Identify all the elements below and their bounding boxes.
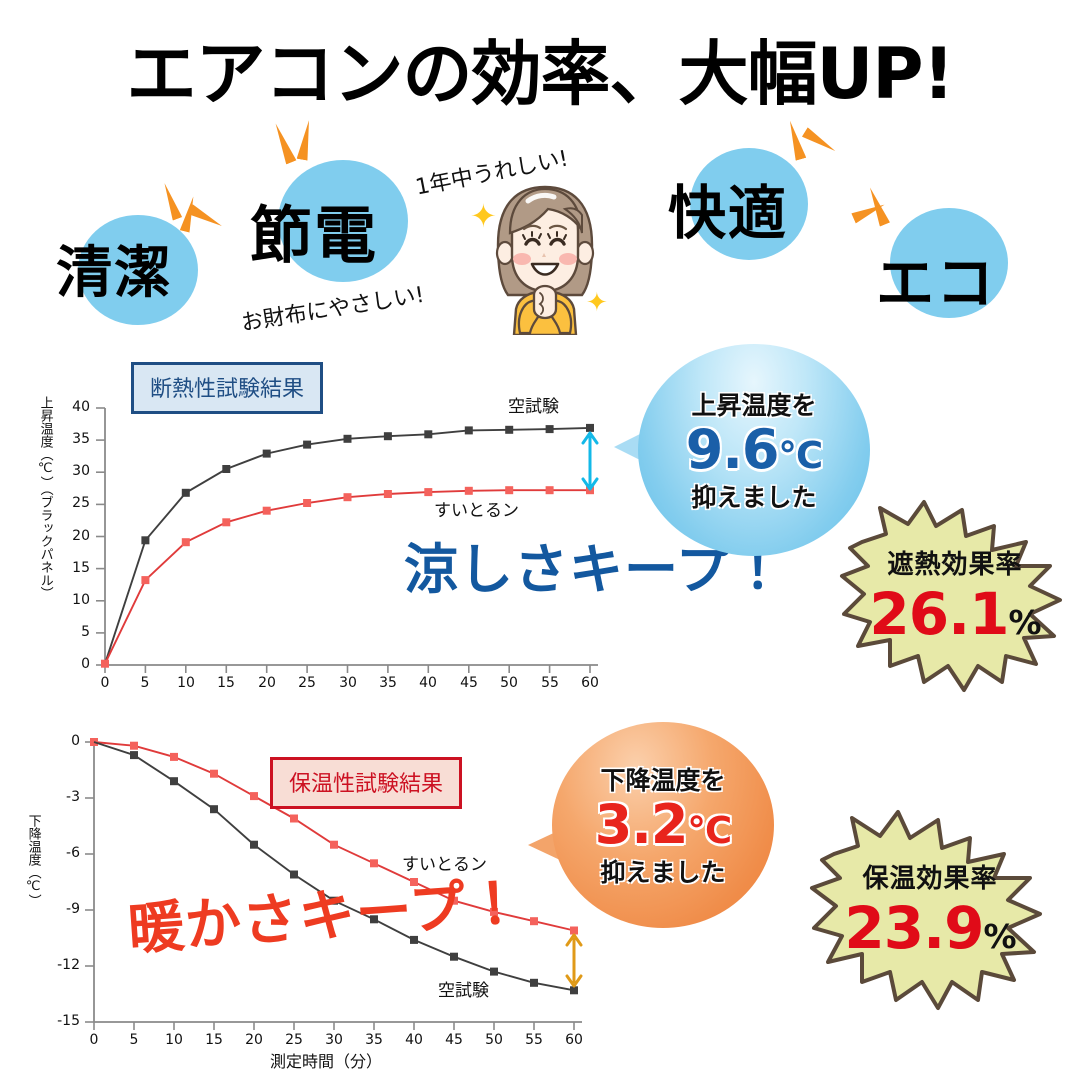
sparkle-ray-icon	[297, 119, 315, 160]
chart1-xtick: 25	[298, 675, 316, 691]
chart1-xtick: 0	[100, 675, 110, 691]
chart2-xtick: 0	[89, 1032, 99, 1048]
bubble-blue-value: 9.6℃	[686, 421, 823, 479]
chart2-ytick: -9	[66, 901, 80, 917]
chart1-xtick: 40	[419, 675, 437, 691]
keyword-circle-setsuden	[278, 160, 408, 282]
chart1-xtick: 60	[581, 675, 599, 691]
chart2-xtick: 20	[245, 1032, 263, 1048]
chart1-xtick: 15	[217, 675, 235, 691]
chart1-ytick: 40	[72, 399, 90, 415]
chart2-xtick: 55	[525, 1032, 543, 1048]
sparkle-icon: ✦	[586, 288, 608, 318]
chart1-ytick: 35	[72, 431, 90, 447]
chart1-ytick: 20	[72, 528, 90, 544]
keyword-circle-kaiteki	[690, 148, 808, 260]
bubble-blue-top-text: 上昇温度を	[691, 390, 817, 420]
chart-heat-retention: 下降温度（℃）	[14, 728, 614, 1058]
badge-heat-shield-rate: 遮熱効果率 26.1%	[836, 490, 1074, 702]
starburst-shape	[840, 500, 1062, 692]
chart2-y-axis-label: 下降温度（℃）	[25, 814, 41, 907]
chart2-ytick: -15	[57, 1013, 80, 1029]
keyword-circle-eco	[890, 208, 1008, 318]
chart2-plot	[85, 738, 583, 1030]
chart2-xtick: 35	[365, 1032, 383, 1048]
chart2-xtick: 25	[285, 1032, 303, 1048]
chart1-xtick: 35	[379, 675, 397, 691]
chart2-ytick: -6	[66, 845, 80, 861]
badge-heat-shield-number: 26.1	[869, 579, 1009, 648]
chart1-xtick: 10	[177, 675, 195, 691]
sparkle-ray-icon	[271, 121, 297, 164]
badge-heat-retention-percent: %	[983, 916, 1017, 956]
chart1-ytick: 25	[72, 495, 90, 511]
bubble-orange-number: 3.2	[594, 792, 689, 856]
chart1-xtick: 5	[140, 675, 150, 691]
starburst-shape	[810, 810, 1042, 1010]
bubble-orange-top-text: 下降温度を	[600, 765, 726, 795]
chart2-x-axis-label: 測定時間（分）	[270, 1052, 383, 1071]
chart1-xtick: 50	[500, 675, 518, 691]
happy-woman-illustration	[470, 175, 620, 337]
chart1-xtick: 45	[460, 675, 478, 691]
chart1-xtick: 20	[258, 675, 276, 691]
sparkle-ray-icon	[188, 204, 225, 231]
chart2-title: 保温性試験結果	[270, 757, 463, 809]
sparkle-icon: ✦	[470, 197, 497, 235]
sparkle-ray-icon	[160, 181, 182, 220]
bubble-blue-bottom-text: 抑えました	[691, 483, 817, 513]
chart2-xtick: 50	[485, 1032, 503, 1048]
chart1-ytick: 15	[72, 560, 90, 576]
chart1-ytick: 10	[72, 592, 90, 608]
chart1-ytick: 30	[72, 463, 90, 479]
chart1-ytick: 5	[81, 624, 90, 640]
bubble-blue-number: 9.6	[685, 417, 780, 481]
chart1-ytick: 0	[81, 656, 90, 672]
page-title: エアコンの効率、大幅UP!	[126, 33, 954, 115]
chart1-title: 断熱性試験結果	[131, 362, 324, 414]
badge-heat-shield-percent: %	[1008, 602, 1042, 642]
chart2-xtick: 60	[565, 1032, 583, 1048]
chart2-xtick: 45	[445, 1032, 463, 1048]
badge-heat-shield-value: 26.1%	[869, 585, 1042, 643]
keyword-label-kaiteki: 快適	[668, 179, 789, 247]
chart2-ytick: -12	[57, 957, 80, 973]
chart2-ytick: 0	[71, 733, 80, 749]
chart2-xtick: 40	[405, 1032, 423, 1048]
chart2-xtick: 10	[165, 1032, 183, 1048]
sparkle-ray-icon	[785, 119, 807, 160]
callout-bubble-temperature-rise: 上昇温度を 9.6℃ 抑えました	[638, 344, 870, 556]
keyword-label-setsuden: 節電	[250, 199, 379, 272]
badge-heat-retention-label: 保温効果率	[862, 863, 998, 894]
sparkle-ray-icon	[802, 127, 838, 155]
badge-heat-retention-value: 23.9%	[844, 899, 1017, 957]
keyword-label-eco: エコ	[876, 249, 997, 317]
bubble-blue-unit: ℃	[778, 433, 823, 477]
bubble-orange-value: 3.2℃	[595, 796, 732, 854]
badge-heat-retention-number: 23.9	[844, 893, 984, 962]
chart2-xtick: 5	[129, 1032, 139, 1048]
chart2-ytick: -3	[66, 789, 80, 805]
chart1-series-label-black: 空試験	[508, 397, 559, 417]
chart2-series-label-red: すいとるン	[402, 855, 487, 875]
chart2-xtick: 15	[205, 1032, 223, 1048]
badge-heat-shield-label: 遮熱効果率	[887, 549, 1023, 580]
bubble-orange-bottom-text: 抑えました	[600, 858, 726, 888]
chart2-xtick: 30	[325, 1032, 343, 1048]
badge-heat-retention-rate: 保温効果率 23.9%	[806, 800, 1054, 1020]
chart1-y-axis-label: 上昇温度（℃）（ブラックパネル）	[37, 396, 53, 600]
chart1-plot	[96, 407, 599, 673]
bubble-orange-unit: ℃	[687, 808, 732, 852]
chart1-xtick: 30	[339, 675, 357, 691]
sparkle-ray-icon	[865, 185, 890, 226]
keyword-label-seiketsu: 清潔	[56, 241, 172, 306]
chart1-xtick: 55	[541, 675, 559, 691]
keyword-circle-seiketsu	[78, 215, 198, 325]
chart2-series-label-black: 空試験	[438, 981, 489, 1001]
callout-bubble-temperature-drop: 下降温度を 3.2℃ 抑えました	[552, 722, 774, 928]
note-bottom: お財布にやさしい!	[239, 282, 427, 337]
chart-insulation: 上昇温度（℃）（ブラックパネル）	[30, 390, 630, 691]
chart1-series-label-red: すいとるン	[434, 501, 519, 521]
